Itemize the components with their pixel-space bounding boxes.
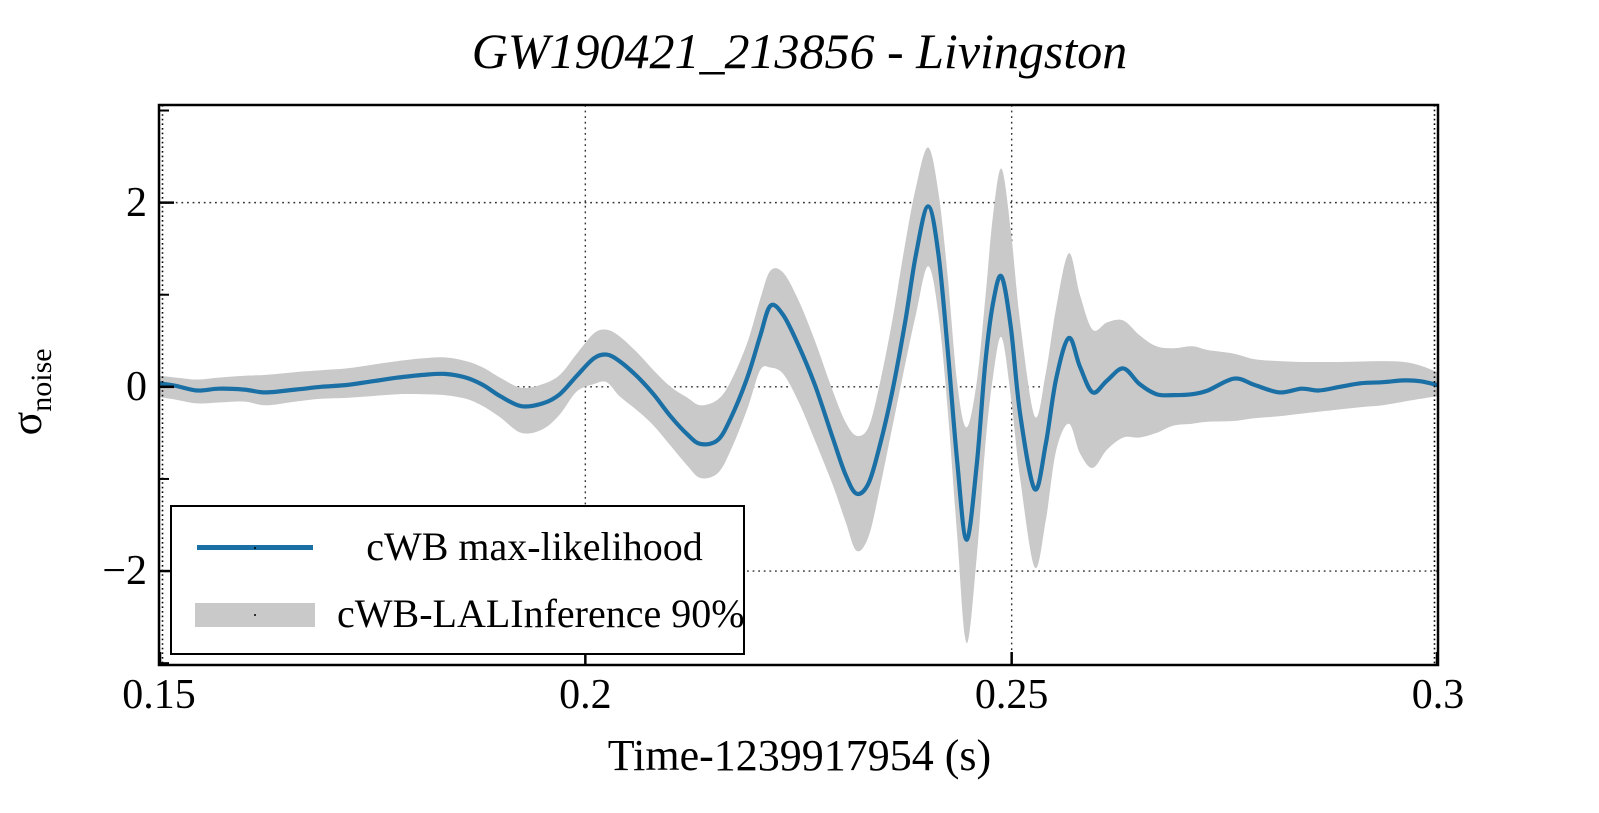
- y-tick-label-−2: −2: [102, 548, 147, 595]
- legend-line-label: cWB max-likelihood: [366, 524, 703, 569]
- confidence-band: [159, 147, 1438, 644]
- sigma-symbol: σ: [2, 411, 52, 436]
- x-axis-label: Time-1239917954 (s): [607, 731, 992, 780]
- x-tick-label-0.25: 0.25: [974, 672, 1049, 718]
- legend-box: cWB max-likelihood cWB-LALInference 90%: [170, 505, 745, 655]
- legend-line-swatch: [197, 545, 313, 550]
- x-tick-label-0.3: 0.3: [1411, 672, 1465, 718]
- legend-band-label: cWB-LALInference 90%: [337, 591, 745, 636]
- plot-title: GW190421_213856 - Livingston: [471, 23, 1128, 79]
- legend-band-swatch: [195, 603, 315, 627]
- y-tick-label-0: 0: [126, 363, 147, 410]
- waveform-line: [159, 204, 1438, 542]
- legend-band-marker-dot: [254, 614, 256, 616]
- x-tick-label-0.2: 0.2: [559, 672, 612, 718]
- x-tick-label-0.15: 0.15: [122, 672, 196, 718]
- legend-line-marker-dot: [254, 546, 256, 549]
- legend-entry-confidence-band: cWB-LALInference 90%: [172, 589, 745, 639]
- plot-frame: [157, 103, 1440, 667]
- legend-entry-max-likelihood: cWB max-likelihood: [172, 522, 743, 572]
- y-tick-label-2: 2: [126, 179, 147, 226]
